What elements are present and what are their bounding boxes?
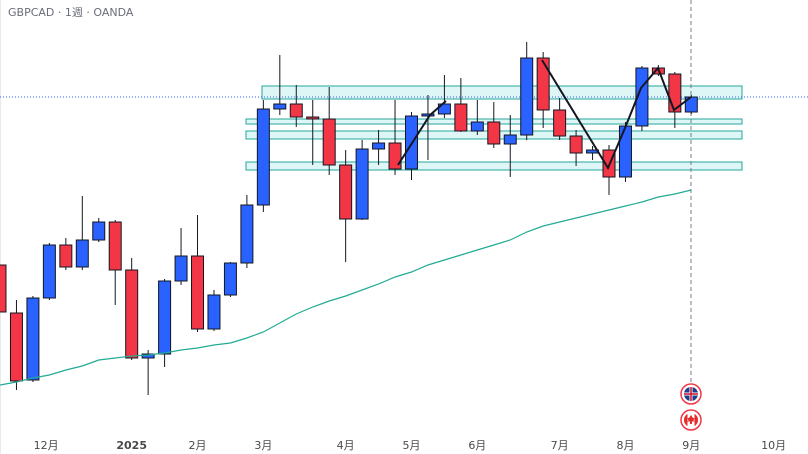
candle-body [503,134,517,145]
x-tick-label: 5月 [402,439,420,452]
drawings [0,0,808,384]
candle-body [125,269,139,359]
candle-body [289,103,303,118]
moving-average [0,189,692,386]
candle-body [141,353,155,359]
x-tick-label: 12月 [34,439,59,452]
candle-body [256,108,270,206]
x-tick-label: 2025 [116,439,147,452]
trend-line [541,59,692,171]
trend-line [397,100,447,166]
candle-body [42,244,56,299]
candle-body [437,103,451,115]
event-flags[interactable] [680,383,702,431]
zone [245,161,743,171]
candle-body [553,109,567,137]
candle-body [470,121,484,132]
candle-body [0,264,7,313]
x-tick-label: 8月 [616,439,634,452]
candle-body [273,103,287,110]
candle-body [339,164,353,220]
x-tick-label: 9月 [682,439,700,452]
candle-body [618,125,632,178]
candle-body [207,294,221,330]
candle-body [223,262,237,296]
candle-body [9,312,23,382]
candle-body [108,221,122,271]
candle-body [240,204,254,264]
x-tick-label: 6月 [468,439,486,452]
candle-body [536,57,550,111]
ca-leaf [687,415,695,424]
candle-body [75,239,89,268]
candle-body [306,116,320,120]
candle-body [684,96,698,113]
candle-body [569,135,583,154]
x-tick-label: 3月 [254,439,272,452]
candle-body [454,103,468,132]
x-tick-label: 10月 [761,439,786,452]
uk-cross-red [684,387,698,401]
candle-body [388,142,402,170]
candle-body [355,148,369,220]
symbol-label: GBPCAD · 1週 · OANDA [8,6,134,19]
x-tick-label: 7月 [551,439,569,452]
zone [261,85,743,100]
candle-body [322,118,336,166]
candle-body [372,142,386,150]
candle-body [520,57,534,136]
candle-body [174,255,188,282]
candle-body [421,113,435,117]
candle-body [191,255,205,330]
candle-body [26,297,40,381]
candle-body [487,121,501,145]
candle-body [158,280,172,355]
x-tick-label: 4月 [337,439,355,452]
candle-body [92,221,106,241]
x-tick-label: 2月 [189,439,207,452]
candle-body [59,244,73,268]
